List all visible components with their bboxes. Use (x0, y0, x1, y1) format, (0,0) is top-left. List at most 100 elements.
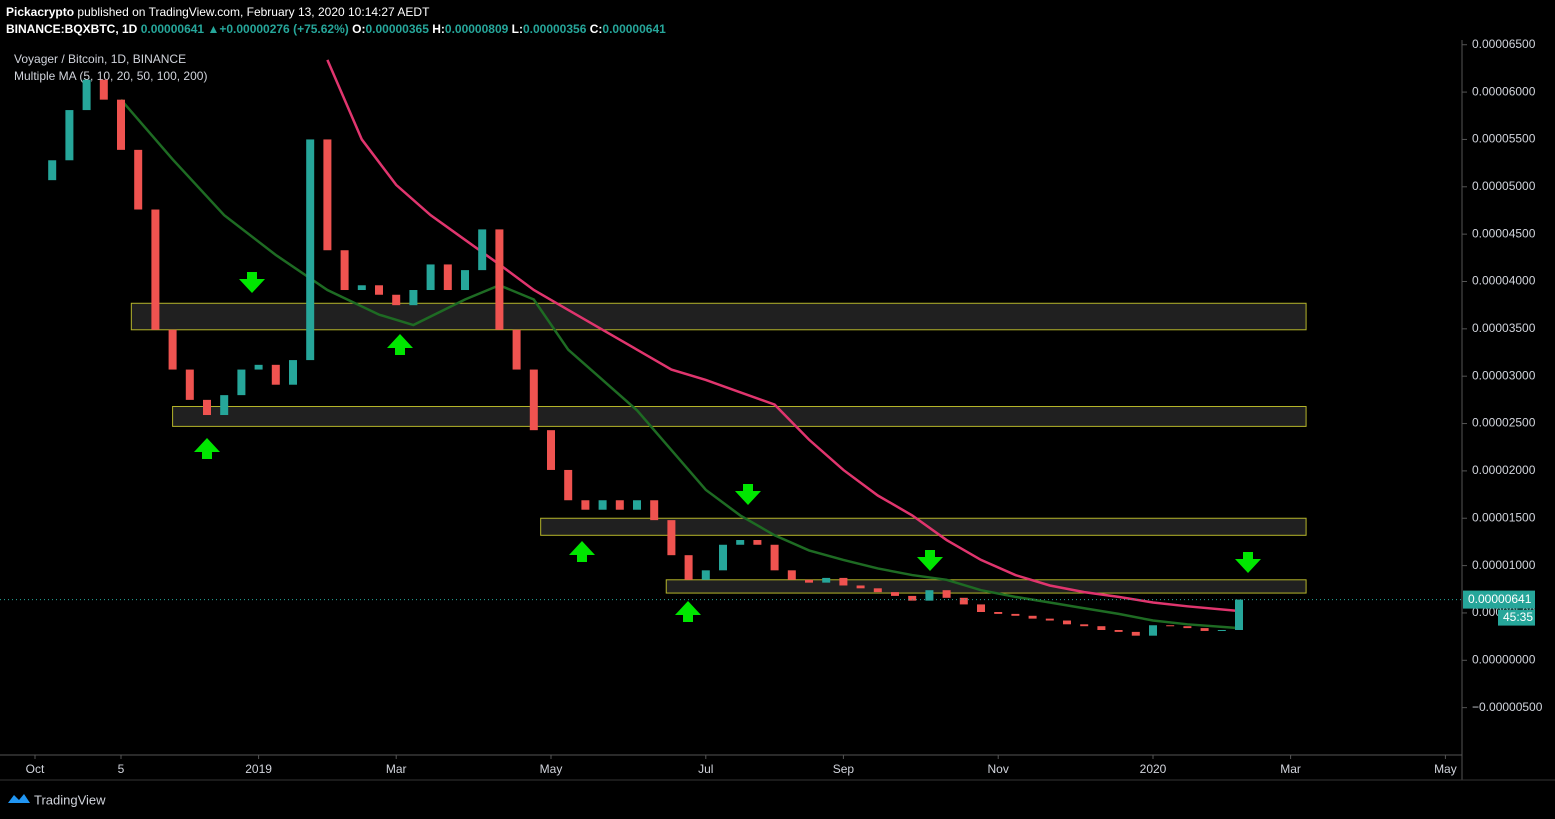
change: +0.00000276 (+75.62%) (219, 22, 349, 36)
candle (340, 250, 349, 291)
x-tick-label: Sep (833, 762, 855, 776)
ohlc-value: 0.00000365 (365, 22, 429, 36)
candle (512, 329, 521, 370)
x-tick-label: Nov (988, 762, 1009, 776)
candle (1028, 615, 1037, 619)
candle (237, 369, 246, 396)
ohlc-value: 0.00000356 (522, 22, 587, 36)
candle (82, 79, 91, 111)
y-tick-label: 0.00000500 (1472, 605, 1536, 619)
x-tick-label: Jul (698, 762, 713, 776)
candle (392, 294, 401, 306)
brand: TradingView (34, 792, 106, 807)
x-tick-label: Mar (386, 762, 407, 776)
candle (495, 229, 504, 330)
y-tick-label: 0.00001500 (1472, 510, 1536, 524)
x-tick-label: 2020 (1140, 762, 1167, 776)
up-arrow (569, 541, 595, 562)
last: 0.00000641 (140, 22, 205, 36)
candle (908, 595, 917, 601)
candle (1166, 625, 1175, 627)
y-tick-label: 0.00000000 (1472, 652, 1536, 666)
candle (770, 544, 779, 571)
candle (478, 229, 487, 271)
candle (736, 540, 745, 545)
candle (925, 590, 934, 601)
candle (805, 579, 813, 583)
candle (977, 604, 985, 612)
ohlc-key: L: (511, 22, 523, 36)
candle (873, 588, 882, 593)
down-arrow (1235, 552, 1261, 573)
candle (65, 110, 74, 161)
candle (839, 577, 848, 586)
down-arrow (735, 484, 761, 505)
y-tick-label: 0.00006500 (1472, 37, 1536, 51)
zone (172, 405, 1307, 427)
author: Pickacrypto (6, 5, 75, 19)
candle (701, 570, 710, 580)
y-tick-label: 0.00006000 (1472, 84, 1536, 98)
y-tick-label: 0.00005000 (1472, 179, 1536, 193)
candle (891, 592, 899, 596)
candle (1200, 628, 1209, 631)
symbol: BINANCE:BQXBTC, 1D (6, 22, 138, 36)
candle (375, 285, 383, 295)
up-arrow (194, 438, 220, 459)
candle (650, 500, 659, 521)
ohlc-key: O: (352, 22, 366, 36)
zone (665, 579, 1307, 594)
symbol-line: BINANCE:BQXBTC, 1D 0.00000641 ▲+0.000002… (6, 22, 666, 36)
zone (130, 302, 1307, 331)
candle (667, 520, 676, 556)
x-tick-label: Oct (26, 762, 45, 776)
candle (719, 544, 727, 571)
candle (117, 99, 125, 150)
down-arrow (917, 550, 943, 571)
candle (168, 329, 177, 370)
candle (684, 555, 693, 580)
candle (564, 469, 573, 501)
y-tick-label: −0.00000500 (1472, 700, 1543, 714)
candle (151, 209, 160, 330)
arrow: ▲ (207, 22, 220, 36)
arrows (194, 272, 1261, 622)
candle (461, 270, 469, 291)
candle (942, 590, 951, 598)
candle (1183, 626, 1192, 629)
candle (633, 500, 641, 510)
countdown-label: 45:35 (1503, 610, 1533, 624)
ohlc-key: C: (589, 22, 603, 36)
candle (357, 285, 366, 291)
y-tick-label: 0.00005500 (1472, 132, 1536, 146)
x-tick-label: May (1434, 762, 1457, 776)
moving-average (326, 59, 1240, 613)
moving-average (120, 98, 1240, 630)
y-tick-label: 0.00001000 (1472, 558, 1536, 572)
candle (409, 290, 418, 306)
price-tag (1463, 590, 1535, 609)
up-arrow (387, 334, 413, 355)
candle (99, 79, 108, 100)
chart-title: Voyager / Bitcoin, 1D, BINANCE (14, 52, 186, 66)
y-tick-label: 0.00003000 (1472, 368, 1536, 382)
x-tick-label: 5 (118, 762, 125, 776)
ohlc-key: H: (432, 22, 445, 36)
candle (443, 264, 452, 291)
ohlc-value: 0.00000809 (444, 22, 509, 36)
candle (1114, 629, 1123, 632)
candle (289, 360, 297, 385)
candle (1131, 631, 1140, 636)
candle (134, 149, 143, 210)
y-tick-label: 0.00004500 (1472, 226, 1536, 240)
candle (856, 585, 865, 589)
candle (306, 139, 315, 361)
price-tag-label: 0.00000641 (1468, 592, 1532, 606)
candle (959, 597, 968, 605)
x-tick-label: 2019 (245, 762, 272, 776)
candle (529, 369, 538, 431)
plot (48, 59, 1307, 636)
candle (254, 364, 263, 370)
